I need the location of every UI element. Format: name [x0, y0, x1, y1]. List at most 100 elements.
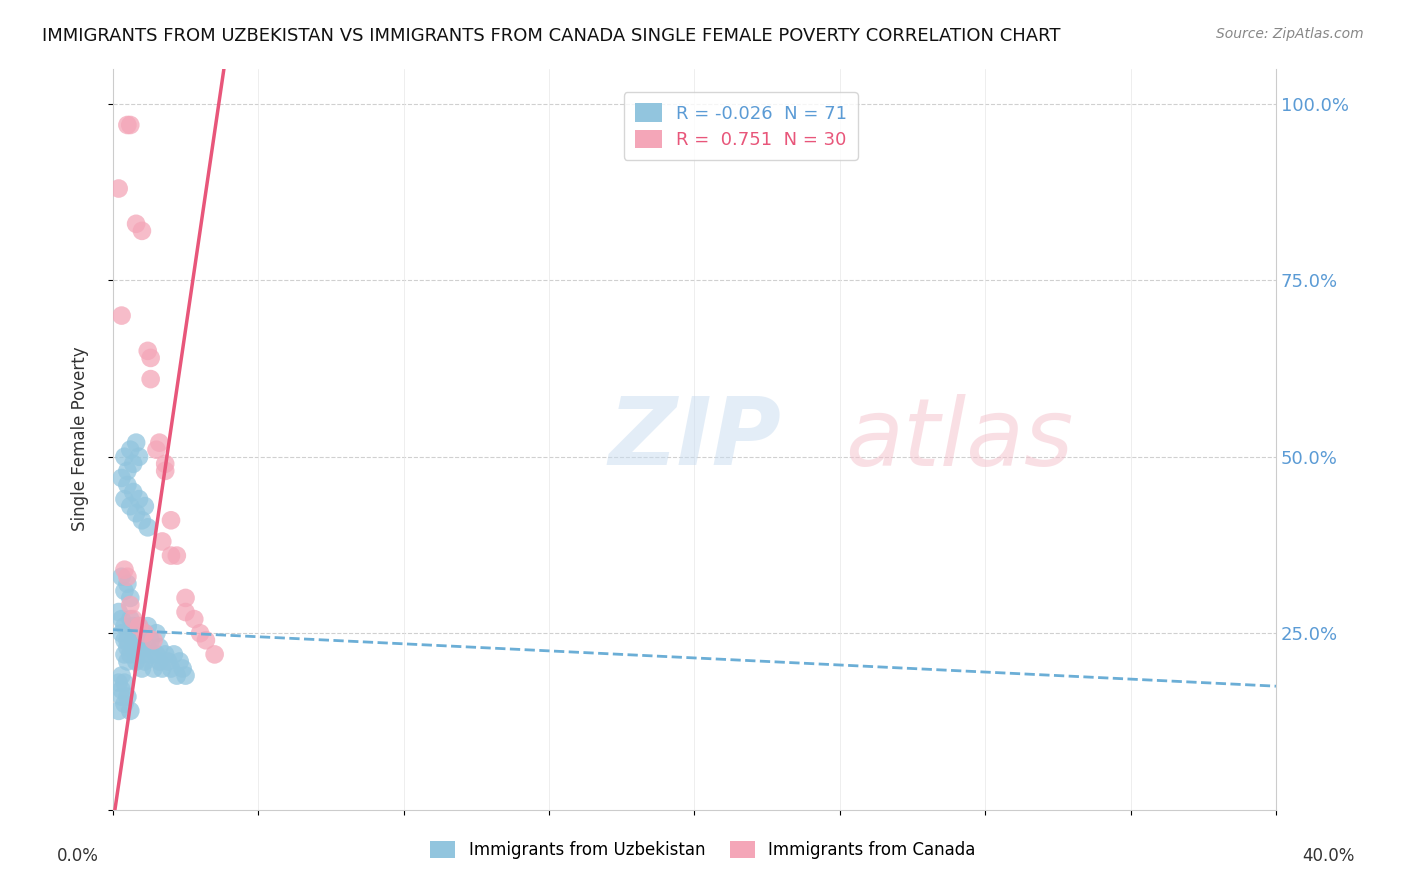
Point — [117, 478, 139, 492]
Point — [120, 591, 142, 605]
Point — [166, 668, 188, 682]
Text: 40.0%: 40.0% — [1302, 847, 1355, 865]
Point — [114, 492, 136, 507]
Point — [136, 640, 159, 655]
Point — [128, 619, 150, 633]
Point — [174, 605, 197, 619]
Point — [122, 457, 145, 471]
Point — [128, 492, 150, 507]
Point — [139, 648, 162, 662]
Text: ZIP: ZIP — [607, 393, 780, 485]
Point — [136, 520, 159, 534]
Point — [114, 648, 136, 662]
Point — [117, 118, 139, 132]
Point — [131, 224, 153, 238]
Point — [160, 513, 183, 527]
Point — [117, 464, 139, 478]
Point — [174, 591, 197, 605]
Point — [153, 457, 176, 471]
Point — [120, 499, 142, 513]
Point — [131, 513, 153, 527]
Legend: R = -0.026  N = 71, R =  0.751  N = 30: R = -0.026 N = 71, R = 0.751 N = 30 — [624, 93, 858, 160]
Point — [125, 217, 148, 231]
Point — [117, 655, 139, 669]
Point — [157, 655, 180, 669]
Point — [136, 343, 159, 358]
Point — [148, 640, 170, 655]
Text: atlas: atlas — [845, 393, 1074, 484]
Point — [153, 648, 176, 662]
Point — [114, 583, 136, 598]
Point — [169, 655, 191, 669]
Point — [117, 577, 139, 591]
Point — [107, 675, 129, 690]
Point — [134, 499, 156, 513]
Point — [145, 648, 167, 662]
Legend: Immigrants from Uzbekistan, Immigrants from Canada: Immigrants from Uzbekistan, Immigrants f… — [423, 834, 983, 866]
Point — [125, 648, 148, 662]
Point — [114, 450, 136, 464]
Y-axis label: Single Female Poverty: Single Female Poverty — [72, 347, 89, 532]
Point — [114, 633, 136, 648]
Point — [150, 534, 173, 549]
Point — [166, 549, 188, 563]
Point — [131, 633, 153, 648]
Point — [125, 435, 148, 450]
Point — [110, 309, 132, 323]
Point — [174, 668, 197, 682]
Point — [139, 351, 162, 365]
Text: Source: ZipAtlas.com: Source: ZipAtlas.com — [1216, 27, 1364, 41]
Point — [107, 181, 129, 195]
Point — [122, 485, 145, 500]
Point — [183, 612, 205, 626]
Point — [110, 612, 132, 626]
Point — [142, 661, 165, 675]
Text: IMMIGRANTS FROM UZBEKISTAN VS IMMIGRANTS FROM CANADA SINGLE FEMALE POVERTY CORRE: IMMIGRANTS FROM UZBEKISTAN VS IMMIGRANTS… — [42, 27, 1060, 45]
Point — [125, 655, 148, 669]
Point — [117, 633, 139, 648]
Point — [145, 626, 167, 640]
Point — [122, 612, 145, 626]
Point — [139, 372, 162, 386]
Point — [148, 655, 170, 669]
Point — [145, 442, 167, 457]
Point — [122, 619, 145, 633]
Point — [110, 682, 132, 697]
Point — [128, 619, 150, 633]
Point — [134, 626, 156, 640]
Point — [122, 640, 145, 655]
Point — [150, 661, 173, 675]
Point — [122, 633, 145, 648]
Point — [160, 661, 183, 675]
Point — [107, 704, 129, 718]
Point — [142, 633, 165, 648]
Point — [114, 697, 136, 711]
Point — [131, 648, 153, 662]
Point — [110, 626, 132, 640]
Point — [114, 619, 136, 633]
Point — [204, 648, 226, 662]
Point — [120, 648, 142, 662]
Point — [110, 668, 132, 682]
Point — [131, 661, 153, 675]
Point — [153, 464, 176, 478]
Point — [120, 598, 142, 612]
Point — [110, 471, 132, 485]
Point — [160, 549, 183, 563]
Point — [117, 570, 139, 584]
Point — [172, 661, 194, 675]
Point — [114, 675, 136, 690]
Point — [114, 563, 136, 577]
Point — [117, 640, 139, 655]
Point — [136, 619, 159, 633]
Point — [120, 442, 142, 457]
Point — [120, 704, 142, 718]
Point — [107, 605, 129, 619]
Text: 0.0%: 0.0% — [56, 847, 98, 865]
Point — [188, 626, 211, 640]
Point — [125, 506, 148, 520]
Point — [163, 648, 186, 662]
Point — [125, 626, 148, 640]
Point — [128, 640, 150, 655]
Point — [134, 626, 156, 640]
